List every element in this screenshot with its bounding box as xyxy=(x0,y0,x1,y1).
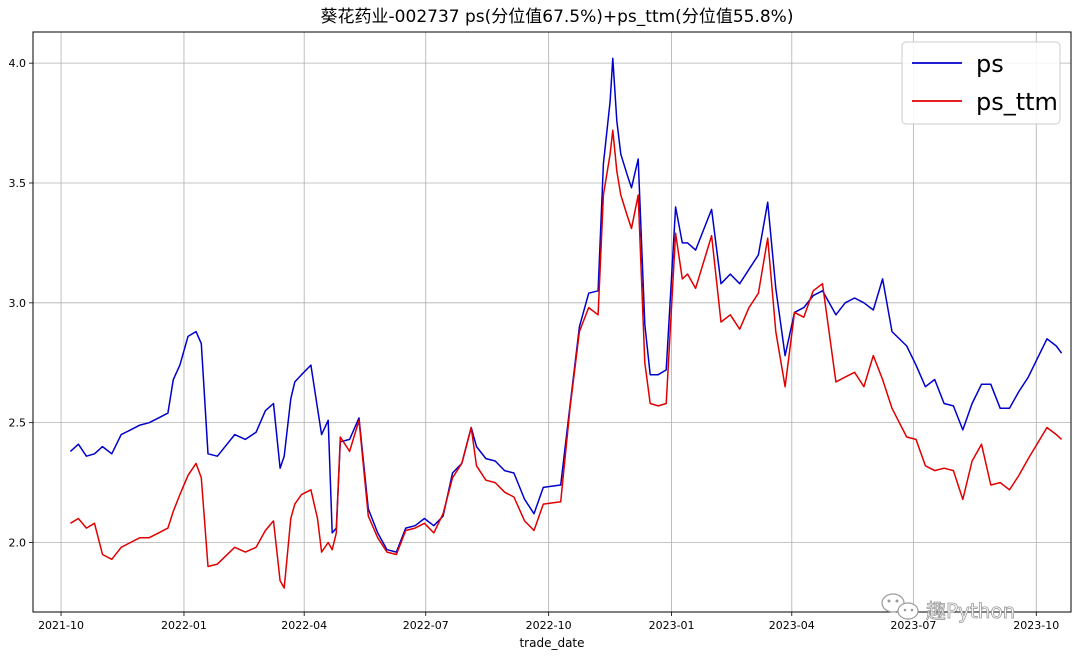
x-tick-label: 2021-10 xyxy=(38,619,84,632)
legend-label-ps-ttm: ps_ttm xyxy=(976,88,1058,116)
y-tick-label: 2.5 xyxy=(9,417,27,430)
x-tick-label: 2022-04 xyxy=(281,619,327,632)
x-tick-label: 2023-10 xyxy=(1013,619,1059,632)
x-axis: 2021-10 2022-01 2022-04 2022-07 2022-10 2023-… xyxy=(38,612,1059,632)
x-tick-label: 2023-01 xyxy=(649,619,695,632)
series-line-ps xyxy=(69,57,1063,553)
x-tick-label: 2023-04 xyxy=(769,619,815,632)
watermark-text: 趣Python xyxy=(926,599,1015,623)
y-tick-label: 4.0 xyxy=(9,57,27,70)
y-tick-label: 2.0 xyxy=(9,536,27,549)
x-tick-label: 2022-10 xyxy=(526,619,572,632)
y-axis: 2.0 2.5 3.0 3.5 4.0 xyxy=(9,57,33,549)
chart-title: 葵花药业-002737 ps(分位值67.5%)+ps_ttm(分位值55.8%… xyxy=(321,7,794,27)
x-tick-label: 2022-07 xyxy=(403,619,449,632)
x-axis-title: trade_date xyxy=(519,636,584,650)
watermark: 趣Python xyxy=(881,593,1016,623)
legend-label-ps: ps xyxy=(976,50,1004,78)
legend: ps ps_ttm xyxy=(901,41,1061,125)
plot-frame xyxy=(32,31,1072,613)
x-tick-label: 2023-07 xyxy=(890,619,936,632)
series-lines xyxy=(69,57,1063,589)
wechat-icon xyxy=(881,593,919,620)
y-tick-label: 3.0 xyxy=(9,297,27,310)
series-line-ps-ttm xyxy=(70,129,1063,589)
y-tick-label: 3.5 xyxy=(9,177,27,190)
x-tick-label: 2022-01 xyxy=(161,619,207,632)
